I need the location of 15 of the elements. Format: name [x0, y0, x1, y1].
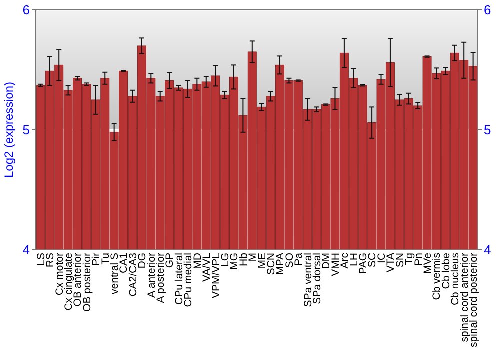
x-tick-label: LS	[35, 253, 48, 266]
x-tick-label: MVe	[422, 252, 434, 274]
y2-tick-label: 4	[484, 242, 492, 258]
y2-tick-label: 5	[484, 122, 492, 138]
y-axis-title: Log2 (expression)	[2, 82, 16, 178]
y-tick-label: 4	[22, 242, 30, 258]
y-tick-label: 6	[22, 2, 30, 18]
x-tick-label: Cx cingulate	[62, 252, 75, 311]
x-tick-label: Pa	[293, 252, 306, 266]
y2-tick-label: 6	[484, 2, 492, 18]
x-tick-label: RS	[44, 253, 57, 268]
x-tick-label: Tg	[404, 252, 416, 266]
x-tick-label: Hb	[238, 252, 250, 266]
x-tick-label: Cb lobe	[440, 252, 452, 290]
y-tick-label: 5	[22, 122, 30, 138]
